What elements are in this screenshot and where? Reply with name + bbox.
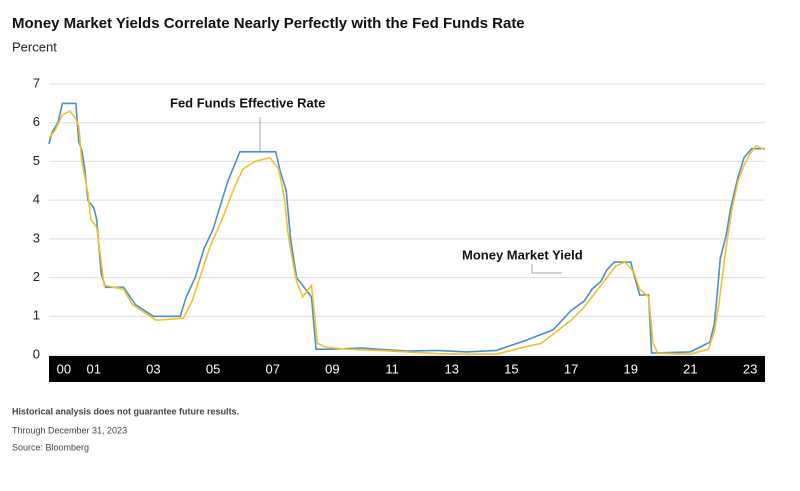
x-tick-label: 05 bbox=[206, 361, 220, 376]
y-tick-label: 5 bbox=[33, 153, 40, 168]
y-tick-label: 4 bbox=[33, 192, 40, 207]
annotation: Fed Funds Effective Rate bbox=[170, 95, 325, 110]
footnote: Historical analysis does not guarantee f… bbox=[12, 406, 239, 416]
annotation: Money Market Yield bbox=[462, 247, 583, 262]
y-tick-label: 0 bbox=[33, 346, 40, 361]
y-tick-label: 6 bbox=[33, 114, 40, 129]
footnote: Through December 31, 2023 bbox=[12, 425, 127, 435]
x-tick-label: 19 bbox=[624, 361, 638, 376]
x-tick-label: 01 bbox=[87, 361, 101, 376]
y-tick-label: 3 bbox=[33, 230, 40, 245]
y-tick-label: 7 bbox=[33, 75, 40, 90]
x-tick-label: 21 bbox=[683, 361, 697, 376]
data-line bbox=[48, 110, 766, 356]
y-tick-label: 2 bbox=[33, 269, 40, 284]
y-axis-label: Percent bbox=[12, 39, 57, 54]
x-tick-label: 11 bbox=[385, 361, 399, 376]
x-tick-label: 15 bbox=[504, 361, 518, 376]
chart-title: Money Market Yields Correlate Nearly Per… bbox=[12, 15, 525, 32]
annotation-connector bbox=[531, 264, 562, 274]
x-tick-label: 17 bbox=[564, 361, 578, 376]
footnote: Source: Bloomberg bbox=[12, 442, 89, 452]
x-tick-label: 13 bbox=[445, 361, 459, 376]
y-tick-label: 1 bbox=[33, 308, 40, 323]
x-tick-label: 03 bbox=[146, 361, 160, 376]
x-tick-label: 00 bbox=[57, 361, 71, 376]
x-tick-label: 23 bbox=[743, 361, 757, 376]
x-tick-label: 09 bbox=[325, 361, 339, 376]
x-axis-band bbox=[49, 356, 765, 382]
data-line bbox=[48, 102, 765, 354]
x-tick-label: 07 bbox=[266, 361, 280, 376]
